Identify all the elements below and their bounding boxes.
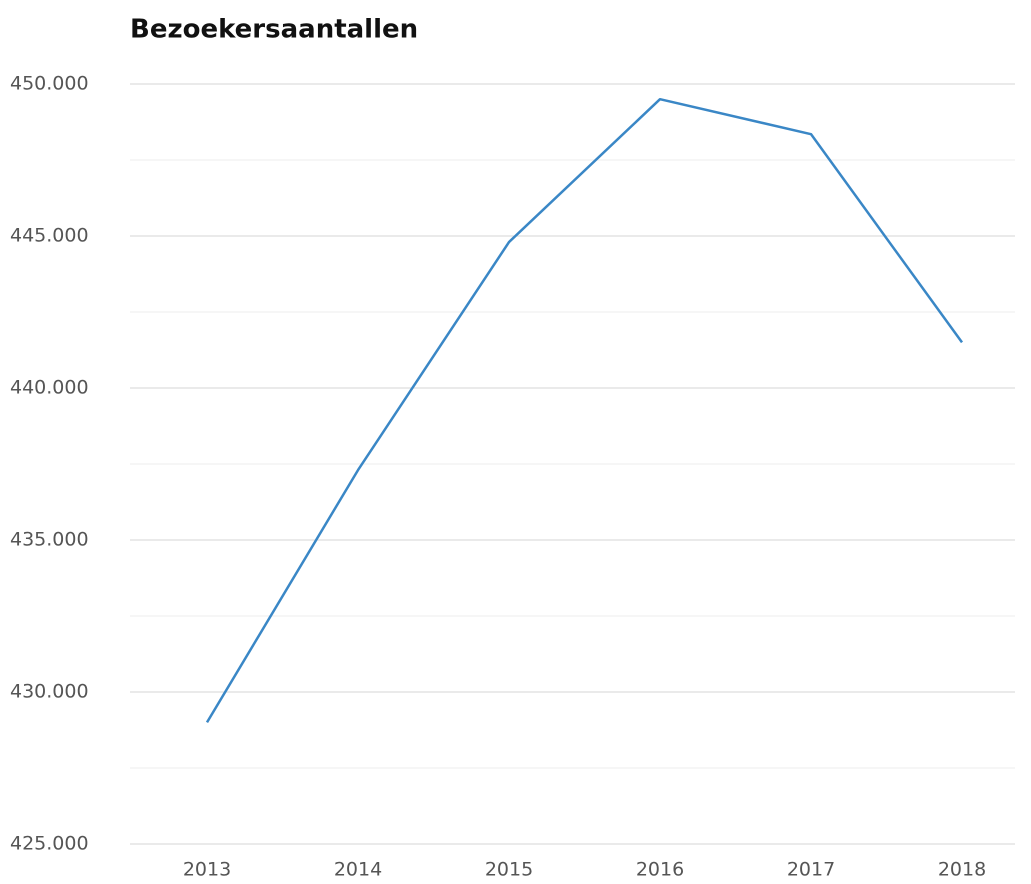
x-tick-label: 2017 [787,859,835,881]
y-tick-label: 425.000 [10,833,89,855]
y-tick-label: 435.000 [10,529,89,551]
y-tick-label: 430.000 [10,681,89,703]
y-tick-label: 445.000 [10,225,89,247]
x-tick-label: 2018 [938,859,986,881]
y-tick-label: 450.000 [10,73,89,95]
data-line [205,97,964,724]
x-tick-label: 2015 [485,859,533,881]
y-tick-label: 440.000 [10,377,89,399]
x-tick-label: 2014 [334,859,382,881]
x-tick-label: 2016 [636,859,684,881]
x-tick-label: 2013 [183,859,231,881]
chart-title: Bezoekersaantallen [130,15,418,45]
